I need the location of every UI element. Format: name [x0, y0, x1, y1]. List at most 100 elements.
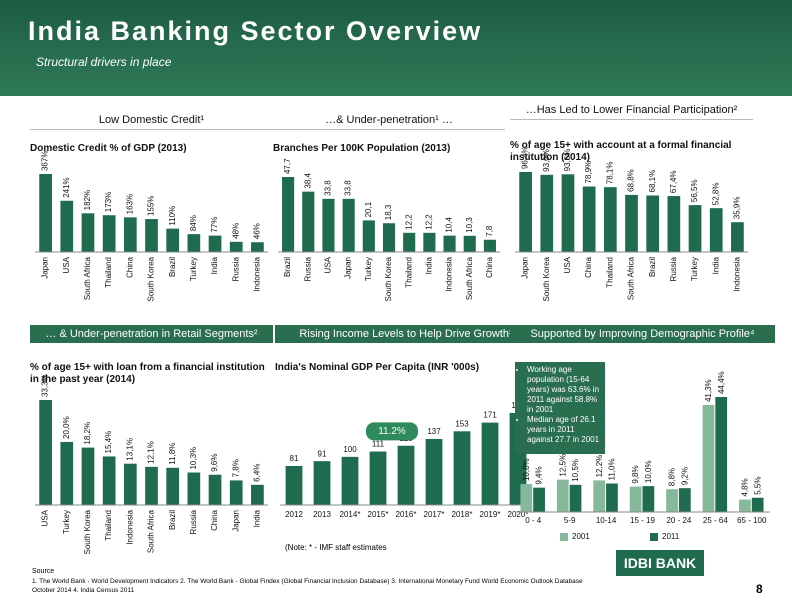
- value-label: 56,5%: [690, 179, 699, 202]
- bar: [751, 497, 764, 512]
- note-item: Working age population (15-64 years) was…: [527, 365, 601, 415]
- bar: [603, 187, 617, 252]
- category-label: 0 - 4: [525, 516, 542, 525]
- category-label: Brazil: [168, 510, 177, 530]
- value-label: 9,4%: [535, 466, 544, 484]
- legend-label: 2001: [572, 532, 590, 541]
- value-label: 46%: [253, 223, 262, 239]
- title-bar: [0, 0, 792, 96]
- bar: [556, 479, 569, 512]
- value-label: 52,8%: [711, 182, 720, 205]
- bar: [302, 191, 315, 252]
- logo: IDBI BANK: [616, 550, 704, 576]
- bar: [313, 461, 331, 505]
- category-label: Japan: [41, 257, 50, 279]
- bar: [166, 228, 180, 252]
- category-label: South Africa: [627, 256, 636, 300]
- value-label: 93,0%: [542, 149, 551, 172]
- bar: [102, 456, 116, 505]
- bar: [646, 195, 660, 252]
- value-label: 81: [290, 454, 299, 463]
- category-label: Indonesia: [733, 256, 742, 291]
- bar: [533, 487, 545, 512]
- bar: [481, 422, 499, 505]
- category-label: Russia: [303, 256, 312, 281]
- notes-box: Working age population (15-64 years) was…: [515, 362, 605, 454]
- panel-heading: … & Under-penetration in Retail Segments…: [30, 325, 273, 343]
- category-label: Indonesia: [125, 509, 134, 544]
- category-label: 2012: [285, 510, 303, 519]
- chart-subtitle: Branches Per 100K Population (2013): [273, 143, 451, 154]
- value-label: 111: [372, 440, 385, 449]
- annotation-box: [366, 422, 418, 441]
- category-label: South Korea: [83, 509, 92, 554]
- source-heading: Source: [32, 568, 55, 575]
- panel-heading: Rising Income Levels to Help Drive Growt…: [275, 325, 537, 343]
- bar: [569, 484, 582, 512]
- category-label: Turkey: [690, 257, 699, 281]
- bar: [187, 234, 201, 252]
- category-label: 5-9: [564, 516, 576, 525]
- value-label: 78,1%: [605, 161, 614, 184]
- category-label: Russia: [189, 509, 198, 534]
- value-label: 10,0%: [644, 460, 653, 483]
- value-label: 44,4%: [717, 371, 726, 394]
- panel-heading: …Has Led to Lower Financial Participatio…: [510, 104, 753, 120]
- bar: [145, 219, 158, 252]
- category-label: Japan: [231, 510, 240, 532]
- bar: [483, 239, 496, 252]
- bar: [561, 174, 575, 252]
- bar: [285, 465, 303, 505]
- bar: [520, 484, 533, 512]
- bar: [453, 431, 471, 505]
- category-label: Thailand: [104, 257, 113, 288]
- value-label: 182%: [83, 190, 92, 210]
- bar: [322, 198, 335, 252]
- bar: [425, 439, 443, 505]
- bar: [81, 213, 95, 252]
- bar: [642, 486, 655, 512]
- value-label: 10,4: [445, 217, 454, 233]
- value-label: 48%: [231, 223, 240, 239]
- slide-title: India Banking Sector Overview: [28, 16, 483, 46]
- value-label: 171: [483, 411, 497, 420]
- bar: [606, 483, 618, 512]
- category-label: Turkey: [62, 510, 71, 534]
- category-label: Turkey: [189, 257, 198, 281]
- bar: [369, 451, 387, 505]
- category-label: Thailand: [605, 257, 614, 288]
- panel-heading: …& Under-penetration¹ …: [273, 114, 505, 130]
- page-number: 8: [756, 582, 763, 596]
- category-label: South Korea: [384, 256, 393, 301]
- category-label: Russia: [669, 256, 678, 281]
- chart-subtitle: % of age 15+ with account at a formal fi…: [510, 140, 732, 163]
- category-label: USA: [62, 256, 71, 273]
- value-label: 137: [427, 427, 441, 436]
- legend-swatch: [650, 533, 658, 541]
- value-label: 96,4%: [521, 146, 530, 169]
- category-label: South Korea: [147, 256, 156, 301]
- value-label: 155%: [147, 196, 156, 216]
- bar: [709, 208, 723, 252]
- bar: [666, 489, 678, 512]
- bar: [342, 198, 355, 252]
- value-label: 41,3%: [704, 379, 713, 402]
- value-label: 91: [318, 449, 327, 458]
- value-label: 9,2%: [680, 467, 689, 485]
- value-label: 12,5%: [558, 454, 567, 477]
- bar: [731, 222, 744, 252]
- bar: [667, 196, 681, 252]
- category-label: South Africa: [147, 509, 156, 553]
- panel-heading: Supported by Improving Demographic Profi…: [510, 325, 775, 343]
- value-label: 68,8%: [627, 169, 636, 192]
- value-label: 7,8%: [231, 459, 240, 477]
- category-label: Brazil: [648, 257, 657, 277]
- bar: [702, 405, 715, 512]
- category-label: USA: [563, 256, 572, 273]
- slide-subtitle: Structural drivers in place: [36, 55, 172, 69]
- bar: [208, 235, 222, 252]
- category-label: China: [485, 256, 494, 277]
- value-label: 10,8%: [522, 458, 531, 481]
- bar: [229, 480, 243, 505]
